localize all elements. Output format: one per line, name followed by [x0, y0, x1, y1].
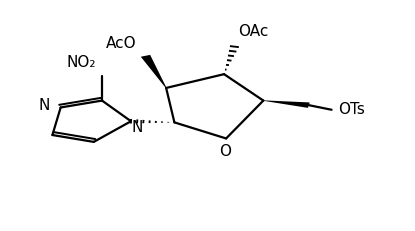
Text: OAc: OAc	[239, 24, 269, 39]
Text: NO₂: NO₂	[66, 55, 96, 70]
Text: OTs: OTs	[338, 102, 365, 117]
Text: AcO: AcO	[106, 36, 137, 51]
Polygon shape	[141, 55, 166, 88]
Polygon shape	[263, 100, 310, 108]
Text: N: N	[39, 98, 50, 113]
Text: N: N	[132, 120, 143, 135]
Text: O: O	[219, 144, 231, 159]
